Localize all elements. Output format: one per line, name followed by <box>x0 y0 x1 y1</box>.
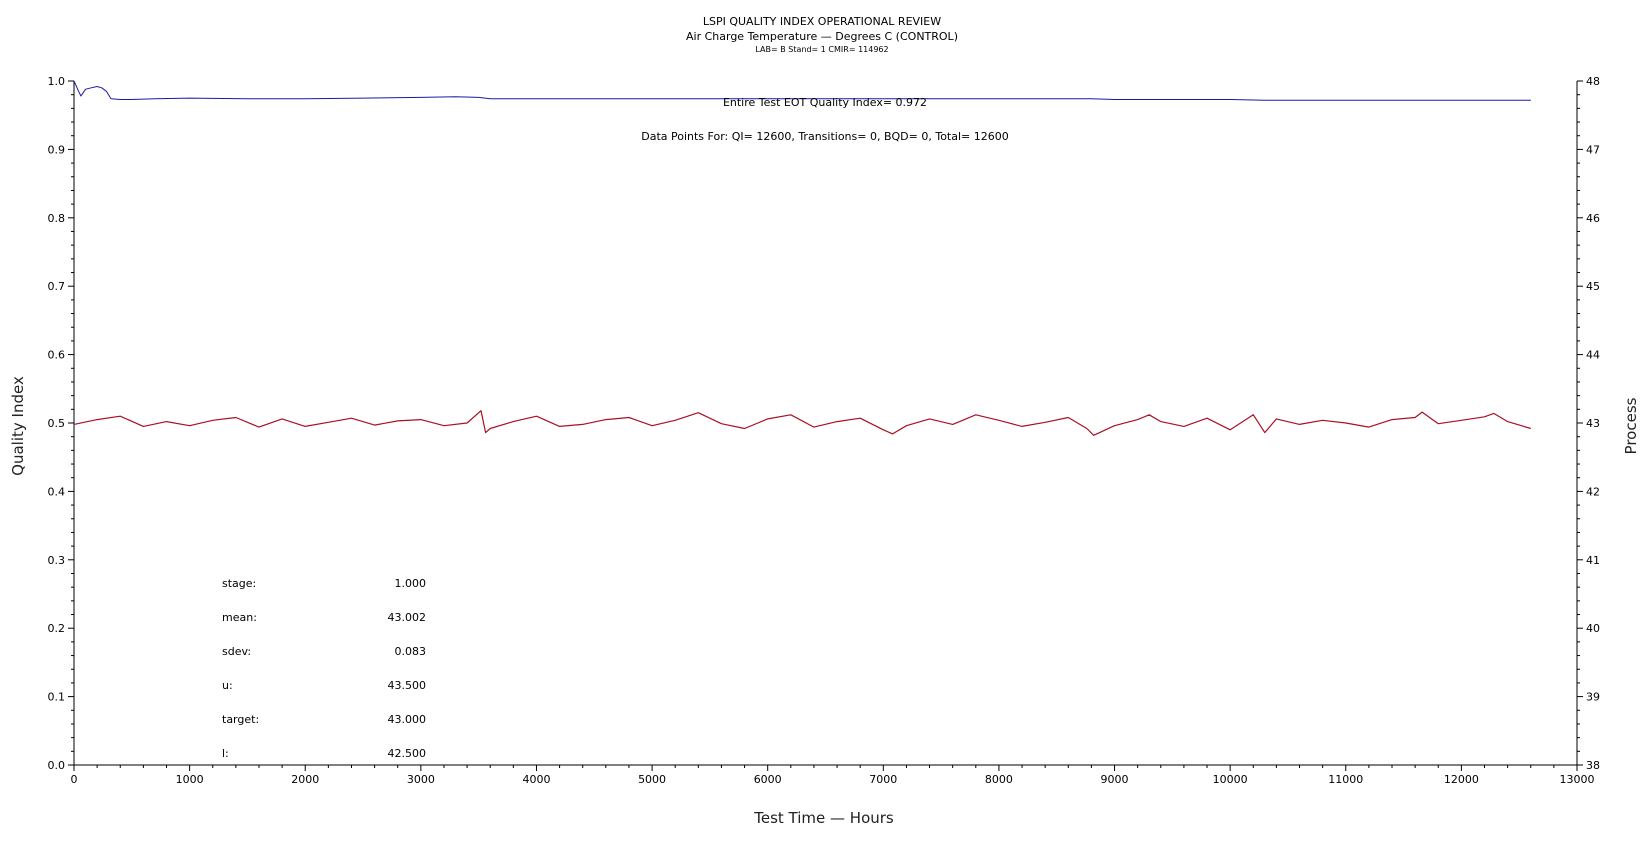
eot-quality-index-annotation: Entire Test EOT Quality Index= 0.972 <box>723 96 927 109</box>
stat-label: target: <box>222 713 259 726</box>
stat-value: 43.500 <box>388 679 427 692</box>
y-right-tick-label: 42 <box>1586 485 1600 498</box>
y-left-tick-label: 0.5 <box>48 417 66 430</box>
y-axis-right-title: Process <box>1622 397 1640 454</box>
x-tick-label: 4000 <box>522 773 550 786</box>
y-left-tick-label: 0.3 <box>48 554 66 567</box>
x-tick-label: 6000 <box>754 773 782 786</box>
x-tick-label: 11000 <box>1328 773 1363 786</box>
data-points-annotation: Data Points For: QI= 12600, Transitions=… <box>641 130 1009 143</box>
x-tick-label: 3000 <box>407 773 435 786</box>
x-tick-label: 12000 <box>1444 773 1479 786</box>
x-tick-label: 0 <box>71 773 78 786</box>
y-left-tick-label: 0.6 <box>48 349 66 362</box>
axes: 0 1000 2000 3000 4000 5000 6000 7000 8000 9000 100… <box>48 75 1601 786</box>
y-right-tick-label: 45 <box>1586 280 1600 293</box>
x-tick-label: 5000 <box>638 773 666 786</box>
x-tick-label: 9000 <box>1101 773 1129 786</box>
y-right-tick-label: 48 <box>1586 75 1600 88</box>
y-right-tick-label: 46 <box>1586 212 1600 225</box>
y-left-tick-label: 0.7 <box>48 280 66 293</box>
y-right-tick-label: 38 <box>1586 759 1600 772</box>
y-left-tick-label: 0.0 <box>48 759 66 772</box>
stat-label: stage: <box>222 577 256 590</box>
y-axis-left-title: Quality Index <box>9 376 27 476</box>
y-right-tick-label: 43 <box>1586 417 1600 430</box>
y-right-tick-label: 44 <box>1586 349 1600 362</box>
stat-label: sdev: <box>222 645 251 658</box>
stat-label: l: <box>222 747 229 760</box>
x-tick-label: 8000 <box>985 773 1013 786</box>
x-tick-label: 10000 <box>1213 773 1248 786</box>
y-right-tick-label: 41 <box>1586 554 1600 567</box>
x-tick-label: 1000 <box>176 773 204 786</box>
process-line <box>73 410 1531 436</box>
y-right-tick-label: 47 <box>1586 143 1600 156</box>
stat-label: u: <box>222 679 233 692</box>
quality-index-line <box>73 80 1531 101</box>
y-right-tick-label: 39 <box>1586 691 1600 704</box>
y-right-tick-label: 40 <box>1586 622 1600 635</box>
x-tick-label: 13000 <box>1560 773 1595 786</box>
y-left-tick-label: 0.8 <box>48 212 66 225</box>
x-tick-label: 2000 <box>291 773 319 786</box>
stat-value: 1.000 <box>395 577 427 590</box>
stats-table: stage: 1.000 mean: 43.002 sdev: 0.083 u: 43.500… <box>222 577 426 760</box>
y-left-tick-label: 0.9 <box>48 143 66 156</box>
y-left-tick-label: 0.2 <box>48 622 66 635</box>
series-group <box>73 80 1531 436</box>
x-tick-label: 7000 <box>869 773 897 786</box>
y-left-tick-label: 0.4 <box>48 485 66 498</box>
stat-value: 43.002 <box>388 611 427 624</box>
y-left-tick-label: 1.0 <box>48 75 66 88</box>
stat-value: 0.083 <box>395 645 427 658</box>
stat-label: mean: <box>222 611 257 624</box>
y-left-tick-label: 0.1 <box>48 691 66 704</box>
stat-value: 43.000 <box>388 713 427 726</box>
stat-value: 42.500 <box>388 747 427 760</box>
chart-subtitle: Air Charge Temperature — Degrees C (CONT… <box>686 30 958 43</box>
x-axis-title: Test Time — Hours <box>753 809 894 827</box>
chart-subsubtitle: LAB= B Stand= 1 CMIR= 114962 <box>755 45 888 54</box>
chart-title: LSPI QUALITY INDEX OPERATIONAL REVIEW <box>703 15 941 28</box>
